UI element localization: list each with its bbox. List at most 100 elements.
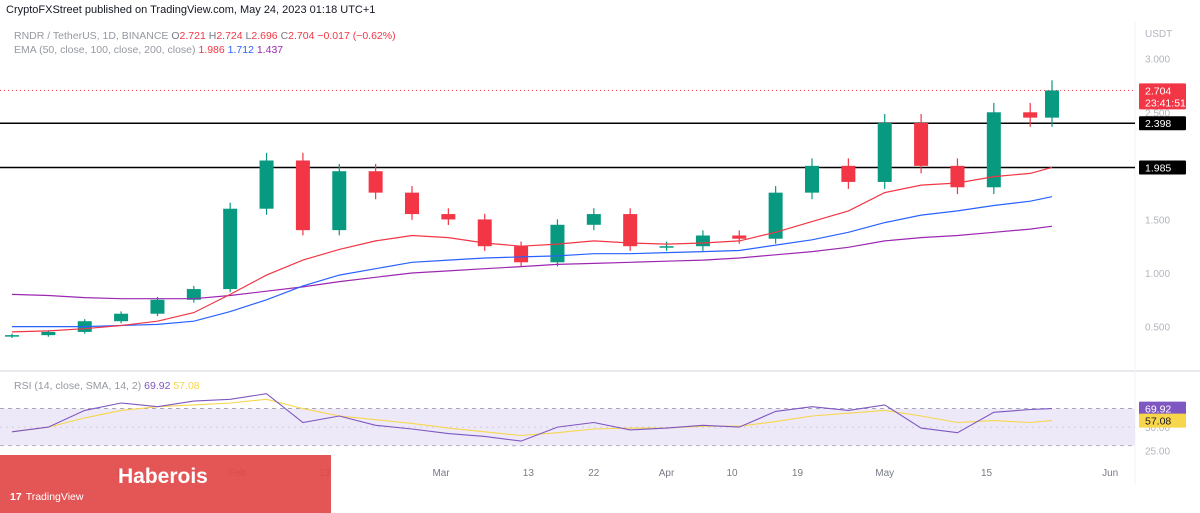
candle <box>405 186 419 220</box>
candle <box>441 208 456 226</box>
candle-body <box>5 335 19 337</box>
candle-body <box>332 171 347 231</box>
candle <box>186 285 201 303</box>
ema50-value: 1.986 <box>198 44 225 56</box>
level-1-badge: 2.398 <box>1139 116 1186 131</box>
candle-body <box>114 313 129 322</box>
candle-body <box>1023 112 1038 118</box>
rsi-value-badge: 69.92 <box>1139 401 1186 416</box>
time-tick-label: 13 <box>523 468 535 479</box>
candle-body <box>914 123 929 166</box>
rsi-legend[interactable]: RSI (14, close, SMA, 14, 2) 69.92 57.08 <box>14 380 200 392</box>
candle <box>950 158 965 195</box>
last-price-badge-bg <box>1139 83 1186 110</box>
tradingview-logo-icon: 17 <box>10 491 22 503</box>
time-tick-label: Apr <box>659 468 675 479</box>
overlay-banner: Haberois 17 TradingView <box>0 455 331 513</box>
time-tick-label: 22 <box>588 468 600 479</box>
tradingview-logo-text: TradingView <box>25 491 84 503</box>
candle <box>695 230 710 251</box>
candle-body <box>623 214 638 247</box>
candle-body <box>368 171 383 193</box>
time-tick-label: May <box>875 468 894 479</box>
level-1-badge-bg <box>1139 116 1186 131</box>
time-tick-label: 10 <box>726 468 738 479</box>
candle <box>150 296 165 317</box>
rsi-layer <box>11 393 1053 442</box>
price-tick-label: 3.000 <box>1145 55 1170 66</box>
candle-body <box>950 165 965 188</box>
ema-layer <box>11 166 1053 333</box>
candle-body <box>986 112 1001 188</box>
ema-label: EMA (50, close, 100, close, 200, close) <box>14 44 196 56</box>
rsi-tick-label: 50.00 <box>1145 423 1170 434</box>
rsi-ma-badge: 57.08 <box>1139 413 1186 428</box>
level-2-badge: 1.985 <box>1139 160 1186 175</box>
open-value: 2.721 <box>179 30 206 42</box>
candle <box>986 102 1001 195</box>
open-label: O <box>171 30 180 42</box>
rsi-ma-value: 57.08 <box>173 380 200 392</box>
candle-body <box>768 192 783 239</box>
publisher-line: CryptoFXStreet published on TradingView.… <box>6 4 376 16</box>
candle <box>1023 102 1038 127</box>
symbol-name[interactable]: RNDR / TetherUS, 1D, BINANCE <box>14 30 169 42</box>
close-label: C <box>280 30 289 42</box>
candle-body <box>586 214 601 225</box>
candle <box>768 186 783 244</box>
level-1-badge-text: 2.398 <box>1145 118 1171 130</box>
price-tick-label: 1.500 <box>1145 215 1170 226</box>
banner-title: Haberois <box>118 465 208 488</box>
candle <box>805 158 819 200</box>
level-2-badge-bg <box>1139 160 1186 175</box>
last-price-badge-text: 23:41:51 <box>1145 97 1186 109</box>
candle-body <box>441 214 456 220</box>
high-label: H <box>208 30 217 42</box>
price-tick-label: 2.500 <box>1145 108 1170 119</box>
rsi-band-fill <box>0 408 1135 446</box>
candle-body <box>1045 90 1059 118</box>
level-2-badge-text: 1.985 <box>1145 162 1171 174</box>
candle-body <box>295 160 310 231</box>
candle <box>477 213 492 251</box>
ema-legend[interactable]: EMA (50, close, 100, close, 200, close) … <box>14 44 283 56</box>
candle-body <box>841 165 856 182</box>
rsi-value-badge-text: 69.92 <box>1145 404 1171 416</box>
ema200-value: 1.437 <box>256 44 284 56</box>
candle <box>332 163 347 236</box>
candle-body <box>223 208 238 290</box>
candle <box>877 114 892 189</box>
rsi-line <box>11 393 1053 442</box>
rsi-value-badge-bg <box>1139 401 1186 416</box>
candle <box>223 202 238 293</box>
candle-body <box>186 289 201 300</box>
ema100-line <box>12 196 1053 328</box>
candle <box>550 219 565 267</box>
price-axis-unit: USDT <box>1145 29 1172 40</box>
candle <box>623 208 638 251</box>
chart-base-layer <box>0 22 1200 485</box>
ema50-line <box>11 166 1053 333</box>
symbol-legend: RNDR / TetherUS, 1D, BINANCE O2.721 H2.7… <box>14 30 396 42</box>
candle-body <box>405 192 419 215</box>
close-value: 2.704 <box>288 30 315 42</box>
change-value: −0.017 (−0.62%) <box>317 30 396 42</box>
low-label: L <box>245 30 252 42</box>
rsi-ma-badge-bg <box>1139 413 1186 428</box>
candle-body <box>695 235 710 247</box>
candle-body <box>514 246 529 263</box>
time-tick-label: 15 <box>981 468 993 479</box>
candle <box>368 163 383 200</box>
time-tick-label: Mar <box>432 468 450 479</box>
candle-body <box>805 165 819 193</box>
tradingview-logo[interactable]: 17 TradingView <box>10 491 83 503</box>
candle <box>259 152 274 215</box>
candle <box>586 208 601 231</box>
ema200-line <box>11 225 1053 300</box>
high-value: 2.724 <box>216 30 243 42</box>
candle-body <box>41 331 56 336</box>
last-price-badge-text: 2.704 <box>1145 85 1171 97</box>
